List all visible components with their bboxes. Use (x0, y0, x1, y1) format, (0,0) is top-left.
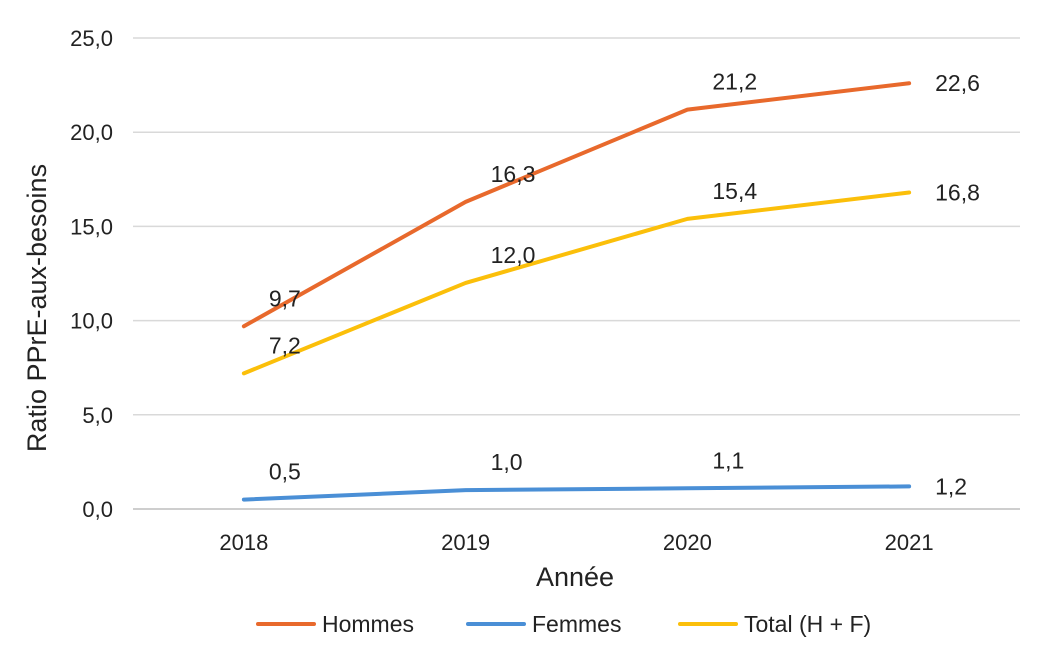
data-label: 1,2 (935, 473, 967, 499)
data-label: 1,0 (491, 449, 523, 475)
x-tick-label: 2019 (441, 530, 490, 555)
y-axis-title: Ratio PPrE-aux-besoins (22, 164, 52, 452)
data-label: 12,0 (491, 242, 536, 268)
series-lines (241, 81, 912, 502)
legend-label: Hommes (322, 611, 414, 637)
series-line-total-h-f (241, 190, 912, 376)
legend-label: Femmes (532, 611, 621, 637)
y-axis-ticks: 0,0 5,0 10,0 15,0 20,0 25,0 (70, 26, 113, 522)
x-tick-label: 2020 (663, 530, 712, 555)
data-label: 0,5 (269, 459, 301, 485)
data-labels: 9,7 16,3 21,2 22,6 0,5 1,0 1,1 1,2 7,2 12,0 15,4 16… (269, 69, 980, 500)
data-label: 15,4 (712, 178, 757, 204)
y-tick-label: 0,0 (82, 497, 113, 522)
x-axis-title: Année (536, 562, 614, 592)
legend: Hommes Femmes Total (H + F) (256, 611, 871, 637)
legend-item: Femmes (466, 611, 621, 637)
data-label: 21,2 (712, 69, 757, 95)
y-tick-label: 10,0 (70, 309, 113, 334)
data-label: 7,2 (269, 332, 301, 358)
y-tick-label: 15,0 (70, 214, 113, 239)
series-line-hommes (241, 81, 912, 329)
data-label: 22,6 (935, 70, 980, 96)
data-label: 16,3 (491, 161, 536, 187)
y-tick-label: 25,0 (70, 26, 113, 51)
legend-label: Total (H + F) (744, 611, 871, 637)
legend-item: Total (H + F) (678, 611, 871, 637)
data-label: 9,7 (269, 285, 301, 311)
series-line-femmes (241, 484, 912, 502)
data-label: 16,8 (935, 179, 980, 205)
x-tick-label: 2018 (219, 530, 268, 555)
x-axis-ticks: 2018 2019 2020 2021 (219, 530, 933, 555)
x-tick-label: 2021 (885, 530, 934, 555)
y-tick-label: 5,0 (82, 403, 113, 428)
y-tick-label: 20,0 (70, 120, 113, 145)
legend-item: Hommes (256, 611, 414, 637)
gridlines (133, 37, 1020, 510)
data-label: 1,1 (712, 447, 744, 473)
